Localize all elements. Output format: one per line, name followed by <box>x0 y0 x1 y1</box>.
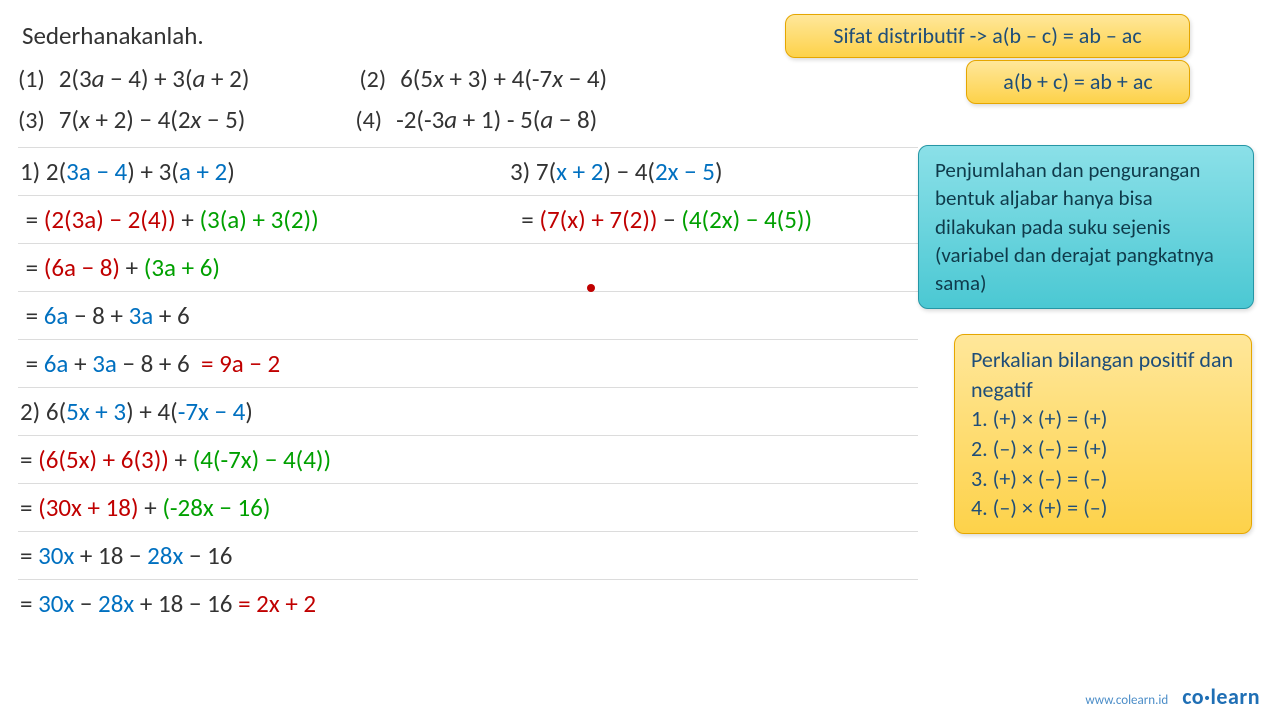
work-step: = 30x + 18 − 28x − 16 <box>18 531 918 579</box>
problem-number: (4) <box>355 106 382 135</box>
footer: www.colearn.id co·learn <box>1085 683 1260 710</box>
callout-distributive-plus: a(b + c) = ab + ac <box>966 60 1190 104</box>
problem-list: (1) 2(3a − 4) + 3(a + 2) (2) 6(5x + 3) +… <box>18 61 918 137</box>
work-step: = (6a − 8) + (3a + 6) <box>18 243 918 291</box>
work-step: = (7(x) + 7(2)) − (4(2x) − 4(5)) <box>508 196 814 243</box>
problem-2: (2) 6(5x + 3) + 4(-7x − 4) <box>359 63 607 94</box>
sign-rule: 4. (–) × (+) = (–) <box>971 493 1235 523</box>
footer-logo: co·learn <box>1182 683 1260 710</box>
page-title: Sederhanakanlah. <box>18 20 918 51</box>
callout-like-terms: Penjumlahan dan pengurangan bentuk aljab… <box>918 145 1254 309</box>
work-step: 2) 6(5x + 3) + 4(-7x − 4) <box>18 387 918 435</box>
sign-rule: 2. (–) × (–) = (+) <box>971 434 1235 464</box>
callout-sign-rules: Perkalian bilangan positif dan negatif 1… <box>954 334 1252 534</box>
problem-number: (3) <box>18 106 45 135</box>
work-row: 1) 2(3a − 4) + 3(a + 2) 3) 7(x + 2) − 4(… <box>18 147 918 195</box>
work-row: = (2(3a) − 2(4)) + (3(a) + 3(2)) = (7(x)… <box>18 195 918 243</box>
work-step: = (2(3a) − 2(4)) + (3(a) + 3(2)) <box>18 196 508 243</box>
work-step: = (6(5x) + 6(3)) + (4(-7x) − 4(4)) <box>18 435 918 483</box>
problem-3: (3) 7(x + 2) − 4(2x − 5) <box>18 104 245 135</box>
sign-rule: 3. (+) × (–) = (–) <box>971 464 1235 494</box>
main-content: Sederhanakanlah. (1) 2(3a − 4) + 3(a + 2… <box>18 20 918 627</box>
work-step: 3) 7(x + 2) − 4(2x − 5) <box>508 148 725 195</box>
problem-1: (1) 2(3a − 4) + 3(a + 2) <box>18 63 249 94</box>
work-step: 1) 2(3a − 4) + 3(a + 2) <box>18 148 508 195</box>
work-step: = 30x − 28x + 18 − 16 = 2x + 2 <box>18 579 918 627</box>
callout-distributive-minus: Sifat distributif -> a(b – c) = ab – ac <box>785 14 1190 58</box>
problem-number: (2) <box>359 65 386 94</box>
problem-number: (1) <box>18 65 45 94</box>
laser-pointer-icon <box>587 284 595 292</box>
sign-rules-title: Perkalian bilangan positif dan negatif <box>971 345 1235 404</box>
work-step: = 6a + 3a − 8 + 6 = 9a − 2 <box>18 339 918 387</box>
problem-expression: 6(5x + 3) + 4(-7x − 4) <box>400 63 607 94</box>
work-step: = 6a − 8 + 3a + 6 <box>18 291 918 339</box>
problem-4: (4) -2(-3a + 1) - 5(a − 8) <box>355 104 597 135</box>
problem-expression: -2(-3a + 1) - 5(a − 8) <box>396 104 597 135</box>
footer-url: www.colearn.id <box>1085 693 1168 708</box>
sign-rule: 1. (+) × (+) = (+) <box>971 404 1235 434</box>
problem-expression: 2(3a − 4) + 3(a + 2) <box>59 63 250 94</box>
problem-expression: 7(x + 2) − 4(2x − 5) <box>59 104 246 135</box>
work-step: = (30x + 18) + (-28x − 16) <box>18 483 918 531</box>
